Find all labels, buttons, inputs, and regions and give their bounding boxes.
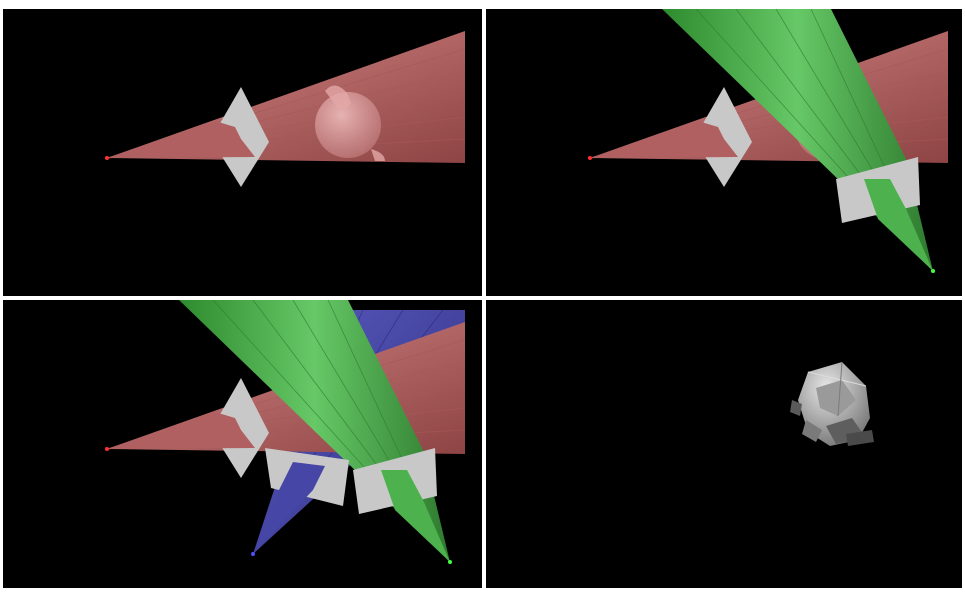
green-silhouette <box>864 179 933 271</box>
green-camera-center <box>931 269 935 273</box>
red-silhouette <box>107 412 255 449</box>
one-camera-view <box>3 9 482 296</box>
object-silhouette <box>325 85 385 161</box>
reconstruction-result <box>486 300 962 588</box>
blue-camera-center <box>251 552 255 556</box>
red-silhouette <box>107 121 255 158</box>
object-sphere <box>315 92 381 158</box>
red-camera-center <box>105 447 109 451</box>
green-silhouette <box>381 470 450 562</box>
red-camera-center <box>105 156 109 160</box>
blue-silhouette <box>253 462 325 554</box>
red-camera-center <box>588 156 592 160</box>
green-camera-center <box>448 560 452 564</box>
reconstructed-object <box>790 361 874 446</box>
two-camera-view <box>486 9 962 296</box>
three-camera-view <box>3 300 482 588</box>
red-silhouette <box>590 121 738 158</box>
